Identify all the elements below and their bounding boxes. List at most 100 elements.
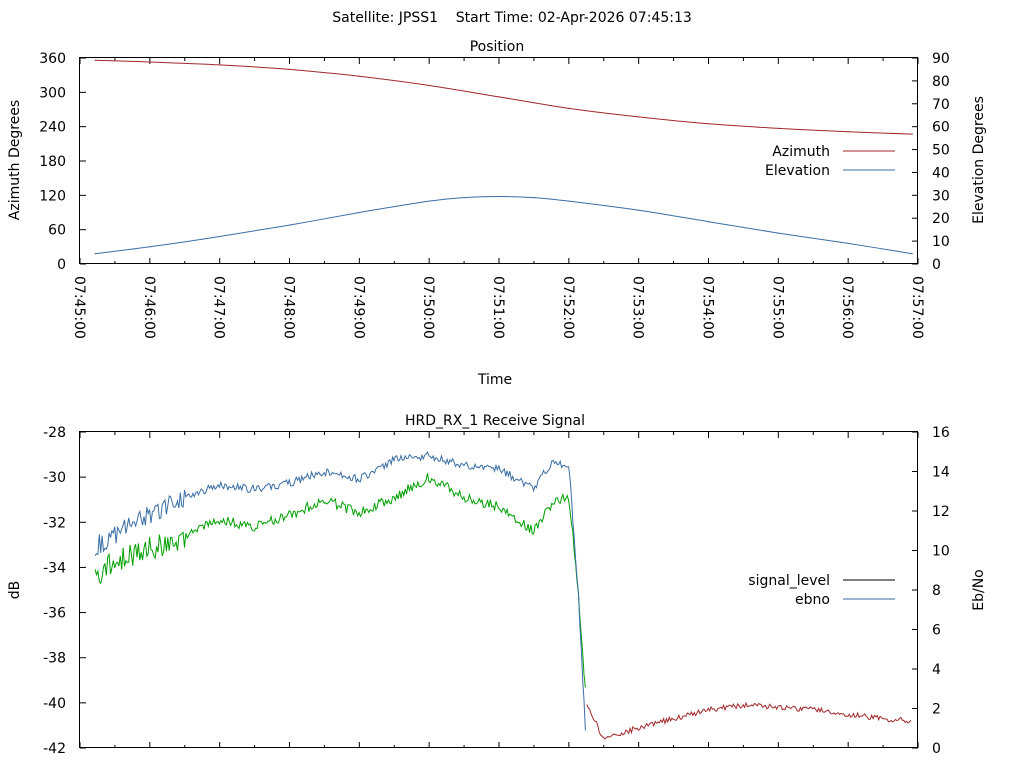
signal-y-tick-label: -28 bbox=[43, 425, 66, 441]
position-x-tick-label: 07:53:00 bbox=[630, 276, 646, 339]
signal-y2-tick-label: 2 bbox=[932, 702, 941, 718]
data-point-ebno bbox=[324, 471, 325, 472]
signal-y2-tick-label: 0 bbox=[932, 741, 941, 757]
position-y-tick-label: 0 bbox=[57, 257, 66, 273]
data-point-elevation bbox=[219, 235, 221, 238]
data-point-ebno bbox=[95, 546, 96, 547]
data-point-azimuth bbox=[911, 133, 913, 135]
series-line-azimuth bbox=[95, 59, 913, 135]
data-point-elevation bbox=[638, 209, 640, 211]
signal-y2-tick-label: 4 bbox=[932, 662, 941, 678]
signal-y2-tick-label: 12 bbox=[932, 504, 950, 520]
position-y2-tick-label: 70 bbox=[932, 97, 950, 113]
data-point-elevation bbox=[911, 253, 913, 255]
position-series bbox=[94, 59, 913, 255]
position-y2-tick-label: 10 bbox=[932, 234, 950, 250]
data-point-azimuth bbox=[638, 116, 640, 118]
position-y-axis-label: Azimuth Degrees bbox=[7, 100, 23, 220]
signal-legend: signal_level ebno bbox=[748, 573, 895, 608]
signal-y-tick-label: -32 bbox=[43, 515, 66, 531]
data-point-elevation bbox=[498, 195, 500, 198]
data-point-signal-level bbox=[586, 702, 587, 703]
data-point-signal-level bbox=[219, 519, 220, 520]
data-point-elevation bbox=[463, 197, 465, 199]
data-point-azimuth bbox=[847, 131, 849, 133]
position-y2-tick-label: 60 bbox=[932, 120, 950, 136]
data-point-ebno bbox=[359, 479, 360, 480]
data-point-azimuth bbox=[707, 123, 710, 125]
signal-y-tick-label: -34 bbox=[43, 560, 66, 576]
legend-label-elevation: Elevation bbox=[765, 163, 830, 179]
position-y2-tick-label: 40 bbox=[932, 165, 950, 181]
position-x-tick-label: 07:49:00 bbox=[350, 276, 366, 339]
signal-y-tick-label: -42 bbox=[43, 741, 66, 757]
position-axis-ticks: 0 60 120 180 240 300 360 0 10 20 30 40 50 60 70 80 90 07:… bbox=[39, 51, 950, 339]
series-line-elevation bbox=[95, 195, 913, 255]
signal-y2-axis-label: Eb/No bbox=[971, 569, 987, 611]
position-x-tick-label: 07:54:00 bbox=[700, 276, 716, 339]
position-y-tick-label: 120 bbox=[39, 188, 66, 204]
data-point-signal-level bbox=[254, 526, 255, 527]
data-point-azimuth bbox=[428, 84, 430, 87]
position-x-tick-label: 07:46:00 bbox=[141, 276, 157, 339]
position-x-tick-label: 07:45:00 bbox=[71, 276, 87, 339]
data-point-elevation bbox=[288, 224, 291, 226]
position-x-axis-label: Time bbox=[477, 372, 512, 388]
legend-label-azimuth: Azimuth bbox=[772, 144, 830, 160]
data-point-elevation bbox=[94, 253, 96, 255]
position-x-tick-label: 07:47:00 bbox=[211, 276, 227, 339]
position-x-tick-label: 07:50:00 bbox=[420, 276, 436, 339]
series-line-ebno bbox=[94, 450, 586, 731]
data-point-elevation bbox=[707, 221, 710, 223]
position-y2-axis-label: Elevation Degrees bbox=[971, 96, 987, 224]
data-point-azimuth bbox=[358, 75, 360, 77]
position-chart: Position Azimuth Degrees Elevation Degre… bbox=[7, 39, 987, 388]
signal-chart-title: HRD_RX_1 Receive Signal bbox=[405, 413, 585, 429]
data-point-signal-level bbox=[912, 720, 913, 721]
receive-signal-chart: HRD_RX_1 Receive Signal dB Eb/No -42 -40 -… bbox=[7, 413, 987, 757]
position-x-tick-label: 07:51:00 bbox=[490, 276, 506, 339]
signal-y2-tick-label: 10 bbox=[932, 544, 950, 560]
data-point-elevation bbox=[149, 246, 151, 248]
position-legend: Azimuth Elevation bbox=[765, 144, 895, 179]
position-y2-tick-label: 80 bbox=[932, 74, 950, 90]
data-point-azimuth bbox=[568, 107, 570, 109]
position-y2-tick-label: 50 bbox=[932, 143, 950, 159]
legend-label-ebno: ebno bbox=[795, 592, 830, 608]
position-y2-tick-label: 20 bbox=[932, 211, 950, 227]
data-point-signal-level bbox=[429, 477, 430, 478]
signal-y2-tick-label: 6 bbox=[932, 623, 941, 639]
signal-y-axis-label: dB bbox=[7, 581, 23, 600]
signal-y2-tick-label: 16 bbox=[932, 425, 950, 441]
data-point-signal-level bbox=[95, 574, 96, 575]
data-point-signal-level bbox=[149, 549, 150, 550]
position-y2-tick-label: 90 bbox=[932, 51, 950, 67]
position-x-tick-label: 07:56:00 bbox=[839, 276, 855, 339]
position-y2-tick-label: 0 bbox=[932, 257, 941, 273]
data-point-azimuth bbox=[94, 59, 96, 61]
data-point-elevation bbox=[568, 200, 570, 202]
position-y-tick-label: 240 bbox=[39, 120, 66, 136]
data-point-elevation bbox=[428, 200, 430, 202]
signal-y-tick-label: -36 bbox=[43, 606, 66, 622]
data-point-signal-level bbox=[289, 515, 290, 516]
position-y-tick-label: 300 bbox=[39, 85, 66, 101]
position-y-tick-label: 60 bbox=[48, 223, 66, 239]
signal-y-tick-label: -30 bbox=[43, 470, 66, 486]
data-point-ebno bbox=[568, 465, 569, 466]
data-point-elevation bbox=[777, 232, 779, 234]
data-point-azimuth bbox=[219, 64, 221, 66]
data-point-azimuth bbox=[149, 61, 151, 63]
signal-y-tick-label: -40 bbox=[43, 696, 66, 712]
data-point-elevation bbox=[533, 197, 535, 199]
signal-y2-tick-label: 8 bbox=[932, 583, 941, 599]
data-point-signal-level bbox=[638, 727, 639, 728]
position-y-tick-label: 360 bbox=[39, 51, 66, 67]
data-point-elevation bbox=[847, 242, 849, 244]
data-point-signal-level bbox=[568, 495, 569, 496]
page-header: Satellite: JPSS1 Start Time: 02-Apr-2026… bbox=[332, 10, 692, 26]
signal-series bbox=[94, 450, 913, 740]
position-plot-frame bbox=[79, 57, 918, 264]
position-y2-tick-label: 30 bbox=[932, 188, 950, 204]
